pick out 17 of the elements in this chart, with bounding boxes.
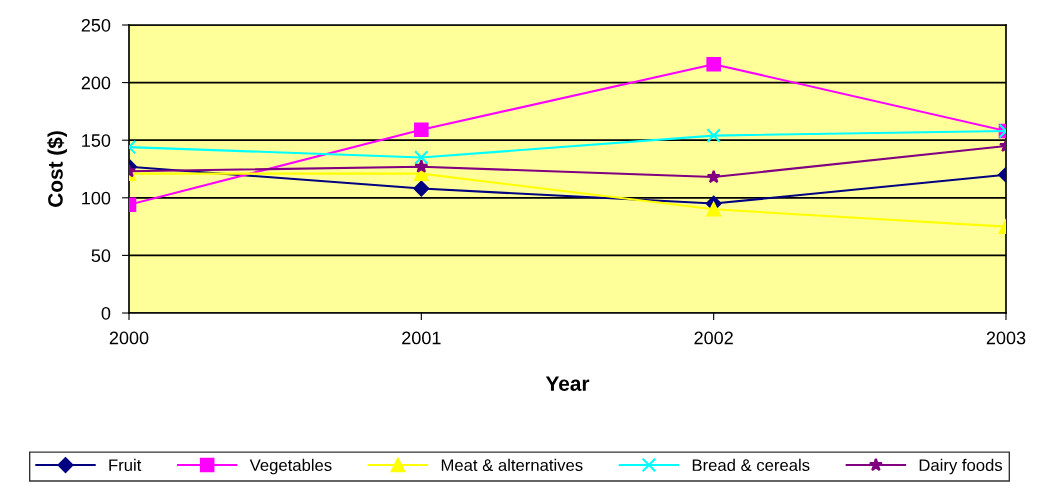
y-tick-label: 50 <box>91 249 111 263</box>
x-tick-label: 2002 <box>694 331 733 345</box>
legend-label: Fruit <box>109 458 142 472</box>
y-tick-label: 200 <box>81 76 111 90</box>
legend-label: Bread & cereals <box>692 458 810 472</box>
y-tick-label: 250 <box>81 18 111 32</box>
y-tick-label: 150 <box>82 134 111 147</box>
x-tick-label: 2000 <box>109 331 149 345</box>
y-tick-label: 100 <box>82 191 111 205</box>
x-tick-label: 2001 <box>402 331 441 345</box>
legend-label: Vegetables <box>249 458 332 475</box>
x-axis-title: Year <box>545 376 590 391</box>
y-tick-label: 0 <box>101 306 111 320</box>
legend-label: Dairy foods <box>919 458 1003 475</box>
y-axis-title: Cost ($) <box>47 131 67 207</box>
x-tick-label: 2003 <box>986 331 1026 345</box>
legend-label: Meat & alternatives <box>441 458 583 472</box>
